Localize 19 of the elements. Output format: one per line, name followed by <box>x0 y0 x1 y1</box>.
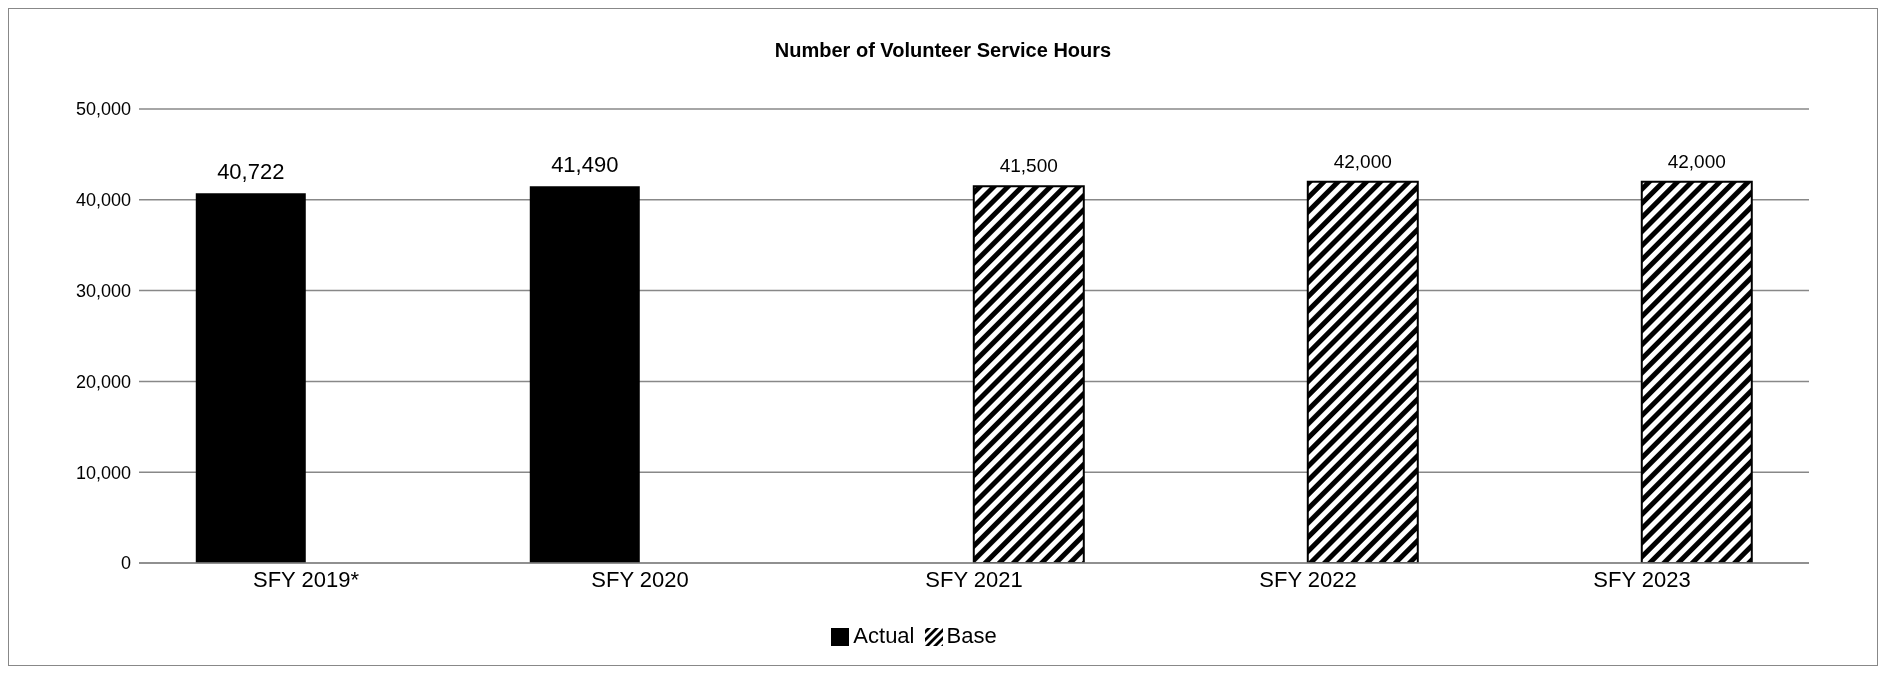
data-label: 40,722 <box>217 159 285 185</box>
y-tick-label: 50,000 <box>75 99 131 120</box>
y-tick-label: 40,000 <box>75 190 131 211</box>
y-tick-label: 0 <box>120 553 131 574</box>
y-tick-label: 10,000 <box>75 462 131 483</box>
x-tick-label: SFY 2021 <box>925 566 1023 592</box>
legend-label: Base <box>946 623 997 648</box>
x-tick-label: SFY 2020 <box>591 566 689 592</box>
data-label: 42,000 <box>1333 150 1392 172</box>
x-tick-label: SFY 2023 <box>1593 566 1691 592</box>
data-label: 41,490 <box>551 152 619 178</box>
data-label: 41,500 <box>999 155 1058 177</box>
x-tick-label: SFY 2022 <box>1259 566 1357 592</box>
chart-title: Number of Volunteer Service Hours <box>773 38 1113 63</box>
legend-label: Actual <box>853 623 915 648</box>
y-tick-label: 30,000 <box>75 280 131 301</box>
y-tick-label: 20,000 <box>75 371 131 392</box>
x-tick-label: SFY 2019* <box>252 566 360 592</box>
data-label: 42,000 <box>1667 150 1726 172</box>
